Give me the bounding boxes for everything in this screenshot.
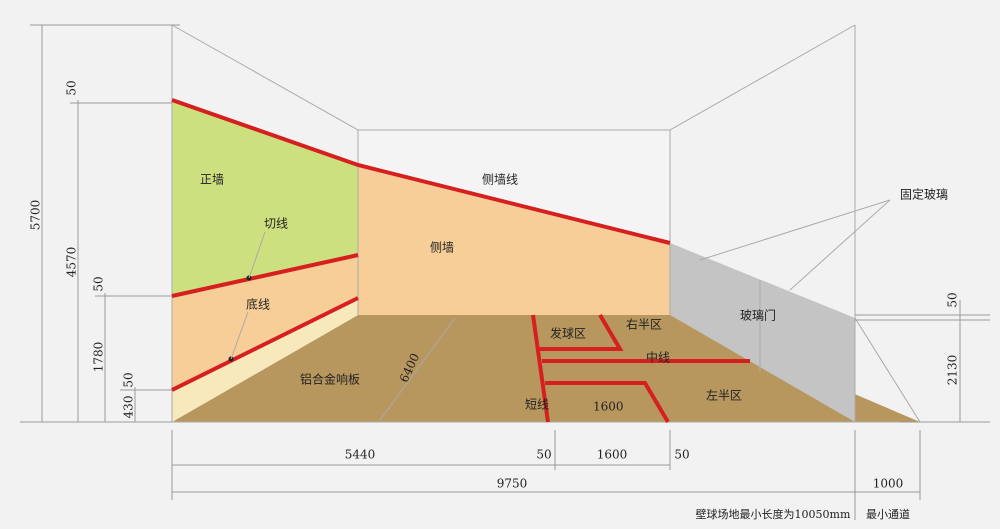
label: 底线 [246, 297, 270, 312]
diagonal-line [379, 317, 456, 421]
front-wall-lower [172, 255, 358, 390]
dim: 5440 [345, 448, 376, 462]
label: 切线 [264, 217, 288, 231]
label: 玻璃门 [740, 308, 776, 323]
dim: 1000 [873, 477, 904, 491]
label: 侧墙线 [482, 173, 518, 187]
label: 正墙 [200, 173, 224, 187]
dim: 50 [946, 292, 960, 307]
dim: 50 [674, 448, 689, 462]
pointer [699, 199, 891, 261]
label: 发球区 [550, 326, 586, 341]
side-wall-line [171, 98, 671, 245]
note: 最小通道 [866, 507, 910, 521]
dim: 2130 [946, 355, 960, 386]
tin-line [171, 296, 359, 392]
pointer [789, 199, 891, 291]
glass [670, 243, 855, 422]
label: 左半区 [706, 388, 742, 403]
label: 固定玻璃 [900, 187, 948, 202]
ceiling [171, 24, 856, 131]
dim-lines [855, 300, 990, 423]
service-box-line [538, 313, 624, 351]
dim: 50 [536, 448, 551, 462]
dim-lines [20, 24, 180, 423]
dim: 1780 [92, 342, 106, 373]
pointer [230, 311, 249, 360]
dim: 430 [122, 396, 136, 419]
floor [172, 315, 920, 422]
dim-lines [171, 430, 921, 520]
court [171, 24, 921, 424]
short-line [531, 314, 550, 423]
label: 1600 [593, 400, 624, 414]
note: 壁球场地最小长度为10050mm [696, 507, 851, 521]
label: 铝合金响板 [300, 372, 360, 387]
dimensions: 5700 50 4570 50 1780 50 430 50 2130 5440… [20, 24, 990, 521]
dim: 50 [65, 80, 79, 95]
edge [854, 317, 921, 423]
side-wall [358, 165, 670, 315]
dim: 5700 [29, 200, 43, 231]
dim: 9750 [497, 477, 528, 491]
cut-line [171, 253, 359, 298]
dim: 50 [92, 276, 106, 291]
tin-board [172, 298, 358, 422]
label: 侧墙 [430, 241, 454, 255]
label: 短线 [525, 398, 549, 412]
dim: 4570 [65, 247, 79, 278]
label: 中线 [646, 350, 670, 365]
dim: 1600 [597, 448, 628, 462]
dim: 50 [122, 372, 136, 387]
label: 右半区 [626, 317, 662, 332]
service-box-line [545, 381, 670, 424]
pointer [248, 231, 266, 279]
